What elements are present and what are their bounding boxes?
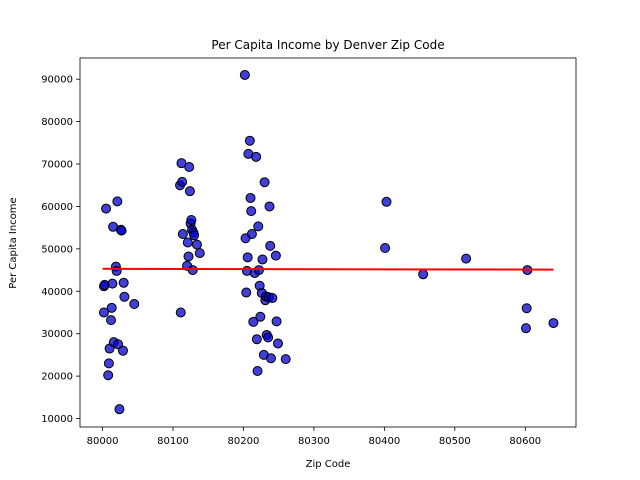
data-point [521,303,532,314]
y-tick-label: 10000 [41,414,73,425]
data-point [177,176,188,187]
data-point [267,293,278,304]
y-tick-label: 50000 [41,244,73,255]
y-tick-label: 30000 [41,329,73,340]
data-point [176,158,187,169]
data-point [101,203,112,214]
data-point [272,338,283,349]
data-point [107,278,118,289]
data-point [111,265,122,276]
y-tick-label: 20000 [41,372,73,383]
data-point [246,229,257,240]
x-tick-label: 80200 [228,436,260,447]
data-point [189,230,200,241]
data-point [264,201,275,212]
data-point [270,250,281,261]
data-point [177,229,188,240]
data-point [259,177,270,188]
data-point [280,354,291,365]
data-point [242,252,253,263]
data-point [381,196,392,207]
data-point [548,318,559,329]
data-point [263,332,274,343]
data-point [117,345,128,356]
data-point [175,307,186,318]
data-point [245,192,256,203]
data-point [129,299,140,309]
data-point [418,269,429,280]
trend-line [102,267,554,271]
data-point [106,315,116,326]
data-point [253,221,264,232]
y-tick-label: 40000 [41,287,73,298]
data-point [186,215,197,226]
data-point [194,248,205,259]
data-point [184,186,195,197]
data-point [103,370,114,381]
data-point [118,277,129,288]
data-point [103,358,114,369]
data-point [265,353,276,364]
data-point [252,366,263,377]
data-point [244,135,255,146]
data-point [241,287,252,298]
y-tick-label: 80000 [41,117,73,128]
x-tick-label: 80000 [87,436,119,447]
data-point [98,307,109,318]
data-point [265,240,276,251]
axes-frame [79,57,577,428]
y-tick-label: 60000 [41,202,73,213]
data-point [184,162,195,173]
data-point [271,316,282,327]
x-tick-label: 80100 [157,436,189,447]
y-tick-label: 70000 [41,160,73,171]
data-point [520,323,531,334]
data-point [116,225,127,236]
data-point [251,334,262,345]
data-point [246,206,257,217]
y-axis-label: Per Capita Income [8,197,19,288]
x-axis-label: Zip Code [306,459,351,470]
data-point [183,251,194,262]
data-point [380,243,391,254]
data-point [239,69,250,80]
y-tick-label: 90000 [41,75,73,86]
data-point [119,291,130,302]
data-point [248,316,259,327]
plot-area: 80000 80100 80200 80300 80400 80500 80600 10000… [41,57,577,447]
data-point [187,265,198,276]
chart-title: Per Capita Income by Denver Zip Code [211,38,444,52]
data-point [461,253,472,264]
x-tick-label: 80600 [509,436,541,447]
x-tick-label: 80500 [439,436,471,447]
data-point [255,311,266,322]
data-point [251,151,262,162]
x-tick-label: 80300 [298,436,330,447]
data-point [257,254,268,265]
data-point [114,404,125,415]
data-point [112,196,123,207]
x-tick-label: 80400 [368,436,400,447]
data-point [191,239,202,250]
data-point [182,237,193,248]
data-point [106,302,117,313]
